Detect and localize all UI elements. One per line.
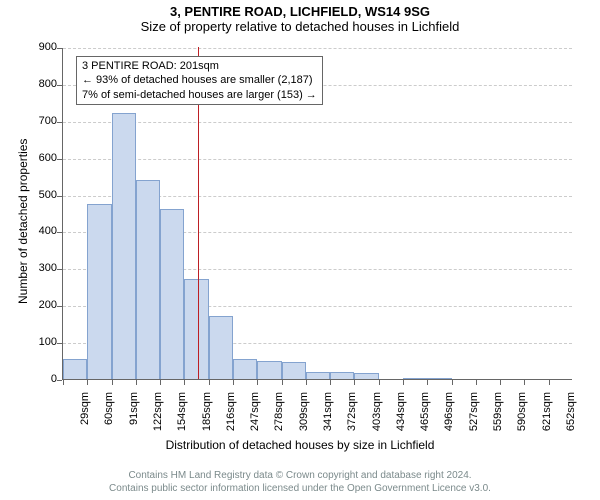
x-tick-label: 559sqm	[492, 388, 504, 431]
x-tick-mark	[403, 380, 404, 385]
x-tick-mark	[257, 380, 258, 385]
x-tick-label: 341sqm	[322, 388, 334, 431]
info-box: 3 PENTIRE ROAD: 201sqm← 93% of detached …	[76, 56, 323, 105]
histogram-bar	[87, 204, 111, 379]
histogram-bar	[257, 361, 281, 379]
x-tick-mark	[282, 380, 283, 385]
x-tick-label: 185sqm	[201, 388, 213, 431]
y-tick-label: 800	[39, 78, 63, 90]
x-tick-mark	[549, 380, 550, 385]
x-axis-label: Distribution of detached houses by size …	[0, 438, 600, 452]
footer-line: Contains public sector information licen…	[0, 483, 600, 496]
histogram-bar	[403, 378, 427, 379]
histogram-bar	[306, 372, 330, 379]
info-box-line: ← 93% of detached houses are smaller (2,…	[82, 73, 317, 87]
x-tick-label: 154sqm	[176, 388, 188, 431]
x-tick-label: 91sqm	[128, 388, 140, 425]
x-tick-mark	[500, 380, 501, 385]
x-tick-mark	[233, 380, 234, 385]
x-tick-label: 29sqm	[79, 388, 91, 425]
x-tick-mark	[330, 380, 331, 385]
x-tick-mark	[63, 380, 64, 385]
x-tick-label: 278sqm	[273, 388, 285, 431]
y-tick-label: 200	[39, 299, 63, 311]
footer-attribution: Contains HM Land Registry data © Crown c…	[0, 470, 600, 495]
chart-container: 3, PENTIRE ROAD, LICHFIELD, WS14 9SG Siz…	[0, 0, 600, 500]
footer-line: Contains HM Land Registry data © Crown c…	[0, 470, 600, 483]
histogram-bar	[184, 279, 208, 379]
x-tick-label: 652sqm	[565, 388, 577, 431]
histogram-bar	[160, 209, 184, 379]
x-tick-label: 590sqm	[516, 388, 528, 431]
info-box-line: 7% of semi-detached houses are larger (1…	[82, 88, 317, 102]
x-tick-label: 216sqm	[225, 388, 237, 431]
y-gridline	[63, 48, 572, 49]
y-tick-label: 400	[39, 225, 63, 237]
y-tick-label: 600	[39, 152, 63, 164]
histogram-bar	[282, 362, 306, 379]
x-tick-mark	[184, 380, 185, 385]
y-tick-label: 300	[39, 262, 63, 274]
y-tick-label: 100	[39, 336, 63, 348]
y-gridline	[63, 122, 572, 123]
x-tick-mark	[112, 380, 113, 385]
histogram-bar	[330, 372, 354, 379]
histogram-bar	[354, 373, 378, 379]
x-tick-label: 122sqm	[152, 388, 164, 431]
x-tick-label: 60sqm	[103, 388, 115, 425]
x-tick-label: 527sqm	[468, 388, 480, 431]
x-tick-mark	[476, 380, 477, 385]
y-tick-label: 900	[39, 41, 63, 53]
x-tick-mark	[306, 380, 307, 385]
y-tick-label: 500	[39, 189, 63, 201]
x-tick-mark	[524, 380, 525, 385]
x-tick-label: 434sqm	[395, 388, 407, 431]
x-tick-label: 403sqm	[371, 388, 383, 431]
x-tick-mark	[160, 380, 161, 385]
x-tick-mark	[87, 380, 88, 385]
x-tick-mark	[452, 380, 453, 385]
x-tick-label: 496sqm	[443, 388, 455, 431]
histogram-bar	[63, 359, 87, 379]
x-tick-mark	[209, 380, 210, 385]
info-box-line: 3 PENTIRE ROAD: 201sqm	[82, 59, 317, 73]
histogram-bar	[427, 378, 451, 379]
x-tick-label: 372sqm	[346, 388, 358, 431]
x-tick-label: 621sqm	[541, 388, 553, 431]
histogram-bar	[233, 359, 257, 379]
histogram-bar	[209, 316, 233, 379]
histogram-bar	[112, 113, 136, 379]
y-tick-label: 700	[39, 115, 63, 127]
x-tick-mark	[136, 380, 137, 385]
y-tick-label: 0	[51, 373, 63, 385]
x-tick-label: 309sqm	[298, 388, 310, 431]
title-main: 3, PENTIRE ROAD, LICHFIELD, WS14 9SG	[0, 0, 600, 19]
histogram-bar	[136, 180, 160, 379]
x-tick-mark	[354, 380, 355, 385]
y-axis-label: Number of detached properties	[16, 139, 30, 304]
y-gridline	[63, 159, 572, 160]
x-tick-label: 465sqm	[419, 388, 431, 431]
x-tick-label: 247sqm	[249, 388, 261, 431]
title-sub: Size of property relative to detached ho…	[0, 19, 600, 34]
x-tick-mark	[427, 380, 428, 385]
x-tick-mark	[379, 380, 380, 385]
